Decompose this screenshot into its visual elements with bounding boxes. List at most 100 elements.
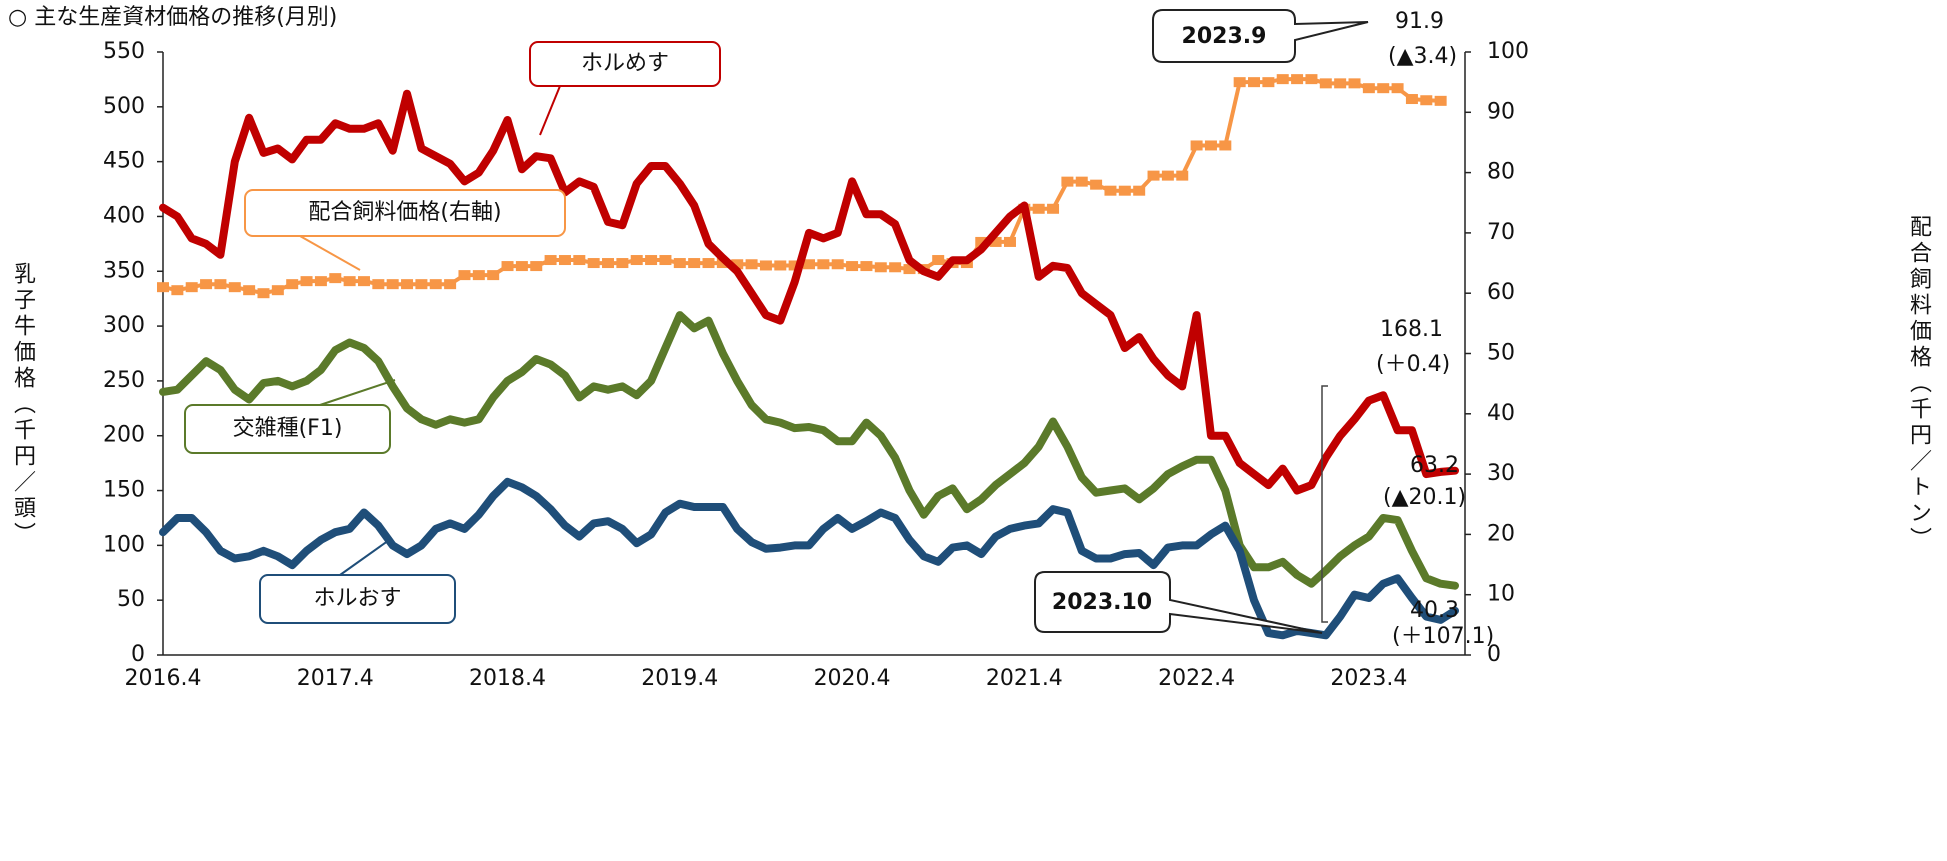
x-tick-label: 2022.4	[1158, 666, 1235, 691]
x-tick-label: 2018.4	[469, 666, 546, 691]
y2-tick-label: 0	[1487, 642, 1501, 667]
point-marker	[831, 259, 844, 270]
point-marker	[1133, 185, 1146, 196]
point-marker	[314, 276, 327, 287]
point-marker	[1262, 77, 1275, 88]
point-marker	[645, 255, 658, 266]
y-tick-label: 0	[131, 642, 145, 667]
annotation: 2023.9	[1182, 24, 1267, 49]
point-marker	[415, 279, 428, 290]
y-axis-label: 乳子牛価格（千円／頭）	[10, 262, 36, 548]
annotation: 91.9	[1395, 9, 1444, 34]
point-marker	[214, 279, 227, 290]
y-tick-label: 350	[103, 258, 145, 283]
point-marker	[702, 258, 715, 269]
legend-box	[529, 41, 721, 87]
point-marker	[803, 259, 815, 270]
y-tick-label: 500	[103, 94, 145, 119]
y2-tick-label: 100	[1487, 39, 1529, 64]
legend-label: ホルおす	[313, 586, 401, 611]
y-tick-label: 150	[103, 478, 145, 503]
point-marker	[630, 255, 643, 266]
point-marker	[300, 276, 313, 287]
point-marker	[472, 270, 485, 281]
annotation: 40.3	[1410, 598, 1459, 623]
point-marker	[731, 259, 744, 270]
point-marker	[1118, 185, 1131, 196]
point-marker	[889, 262, 902, 273]
point-marker	[243, 285, 256, 296]
point-marker	[343, 276, 356, 287]
point-marker	[860, 261, 873, 272]
point-marker	[1319, 78, 1332, 89]
point-marker	[1233, 77, 1246, 88]
point-marker	[1075, 176, 1088, 187]
point-marker	[271, 285, 284, 296]
y-tick-label: 250	[103, 368, 145, 393]
annotation: 63.2	[1410, 453, 1459, 478]
legend-label: 交雑種(F1)	[233, 416, 343, 441]
point-marker	[1032, 203, 1045, 214]
point-marker	[1190, 140, 1203, 151]
point-marker	[458, 270, 471, 281]
point-marker	[989, 236, 1002, 247]
point-marker	[501, 261, 514, 272]
annotation: 168.1	[1380, 317, 1443, 342]
point-marker	[1334, 78, 1347, 89]
y2-tick-label: 80	[1487, 160, 1515, 185]
point-marker	[544, 255, 557, 266]
annotation-bracket	[1321, 385, 1328, 623]
point-marker	[1291, 74, 1304, 85]
annotation: (＋0.4)	[1376, 352, 1450, 377]
point-marker	[1305, 74, 1318, 85]
point-marker	[185, 282, 198, 293]
point-marker	[257, 288, 270, 299]
point-marker	[1161, 170, 1174, 181]
point-marker	[602, 258, 615, 269]
annotation: 2023.10	[1052, 590, 1152, 615]
legend-box	[184, 404, 391, 454]
legend-label: ホルめす	[581, 51, 669, 76]
point-marker	[558, 255, 571, 266]
point-marker	[1362, 83, 1375, 94]
callout-leader	[319, 379, 396, 406]
y2-tick-label: 20	[1487, 521, 1515, 546]
point-marker	[1204, 140, 1217, 151]
point-marker	[573, 255, 586, 266]
x-tick-label: 2016.4	[125, 666, 202, 691]
point-marker	[759, 260, 772, 271]
point-marker	[1420, 95, 1433, 106]
point-marker	[1391, 83, 1404, 94]
point-marker	[171, 285, 184, 296]
point-marker	[903, 264, 916, 275]
point-marker	[429, 279, 442, 290]
y-tick-label: 300	[103, 313, 145, 338]
point-marker	[1147, 170, 1160, 181]
y-tick-label: 400	[103, 203, 145, 228]
x-tick-label: 2017.4	[297, 666, 374, 691]
point-marker	[1090, 179, 1103, 190]
chart-title: ○ 主な生産資材価格の推移(月別)	[8, 5, 337, 30]
y-tick-label: 450	[103, 149, 145, 174]
point-marker	[200, 279, 213, 290]
point-marker	[487, 270, 500, 281]
x-tick-label: 2020.4	[814, 666, 891, 691]
point-marker	[745, 259, 758, 270]
point-marker	[788, 260, 801, 271]
point-marker	[659, 255, 672, 266]
point-marker	[1176, 170, 1189, 181]
annotation: (＋107.1)	[1392, 624, 1494, 649]
series-line	[159, 477, 1459, 640]
point-marker	[1248, 77, 1261, 88]
point-marker	[444, 279, 457, 290]
point-marker	[329, 273, 342, 284]
point-marker	[372, 279, 385, 290]
y2-axis-label: 配合飼料価格（千円／トン）	[1906, 215, 1932, 553]
x-tick-label: 2021.4	[986, 666, 1063, 691]
point-marker	[846, 261, 859, 272]
legend-box	[244, 189, 566, 237]
y2-tick-label: 50	[1487, 341, 1515, 366]
point-marker	[1377, 83, 1390, 94]
point-marker	[688, 258, 701, 269]
x-tick-label: 2023.4	[1330, 666, 1407, 691]
